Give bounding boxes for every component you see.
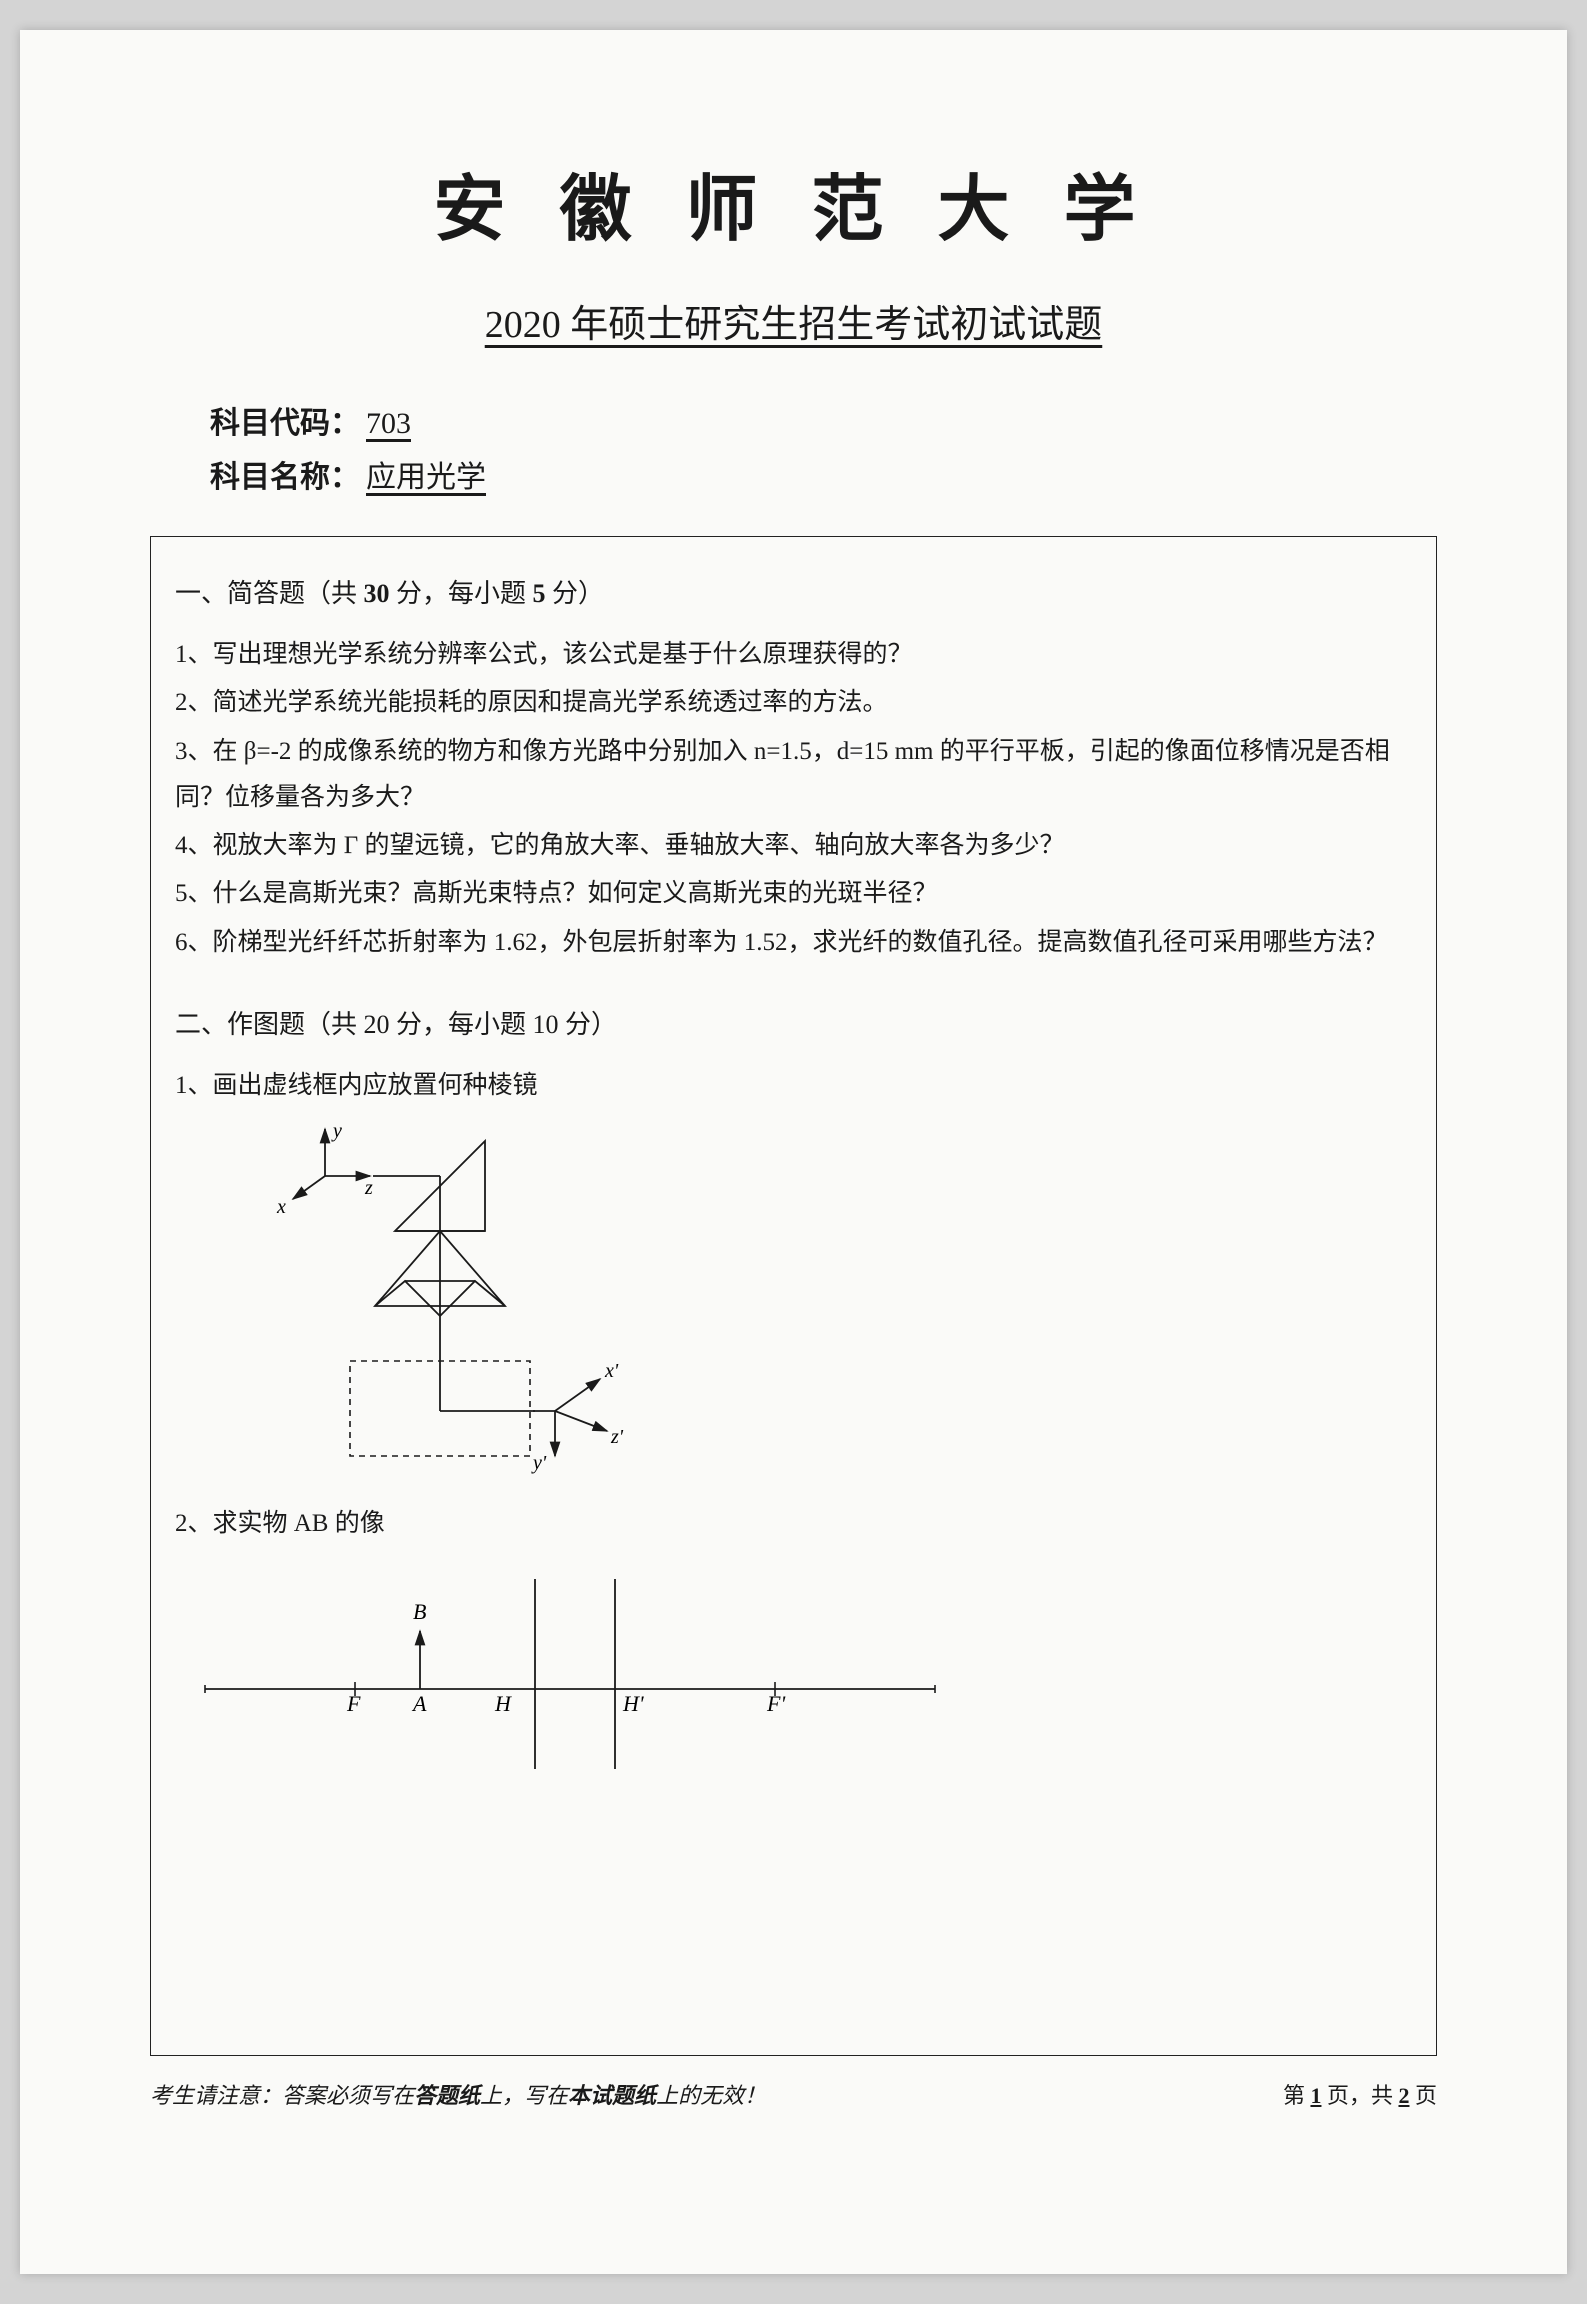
- q1-5: 5、什么是高斯光束？高斯光束特点？如何定义高斯光束的光斑半径？: [175, 871, 1412, 917]
- s1-points: 30: [364, 579, 390, 608]
- q2-2: 2、求实物 AB 的像: [175, 1501, 1412, 1547]
- exam-page: 安 徽 师 范 大 学 2020 年硕士研究生招生考试初试试题 科目代码：703…: [20, 30, 1567, 2274]
- prism-diagram-icon: y z x: [255, 1121, 635, 1481]
- name-label: 科目名称：: [210, 461, 360, 494]
- section-2-header: 二、作图题（共 20 分，每小题 10 分）: [175, 1004, 1412, 1041]
- fn-suffix: 上的无效！: [656, 2083, 766, 2108]
- q2-1: 1、画出虚线框内应放置何种棱镜: [175, 1063, 1412, 1109]
- s1-mid: 分，每小题: [390, 579, 533, 608]
- fn-prefix: 考生请注意：答案必须写在: [150, 2083, 414, 2108]
- s1-each: 5: [533, 579, 546, 608]
- section-1-header: 一、简答题（共 30 分，每小题 5 分）: [175, 573, 1412, 610]
- pg-suffix: 页: [1409, 2083, 1437, 2108]
- axis-zp-label: z': [610, 1426, 624, 1448]
- subject-code-row: 科目代码：703: [210, 398, 1437, 442]
- exam-title: 2020 年硕士研究生招生考试初试试题: [150, 293, 1437, 348]
- s1-prefix: 一、简答题（共: [175, 579, 364, 608]
- axis-y-label: y: [331, 1121, 342, 1142]
- pg-prefix: 第: [1283, 2083, 1311, 2108]
- university-name: 安 徽 师 范 大 学: [150, 150, 1437, 255]
- footer: 考生请注意：答案必须写在答题纸上，写在本试题纸上的无效！ 第 1 页，共 2 页: [150, 2078, 1437, 2110]
- fn-mid: 上，写在: [480, 2083, 568, 2108]
- q1-6: 6、阶梯型光纤纤芯折射率为 1.62，外包层折射率为 1.52，求光纤的数值孔径…: [175, 920, 1412, 966]
- label-Fp: F': [766, 1691, 785, 1716]
- page-number: 第 1 页，共 2 页: [1283, 2078, 1437, 2110]
- code-value: 703: [360, 407, 417, 440]
- q1-2: 2、简述光学系统光能损耗的原因和提高光学系统透过率的方法。: [175, 680, 1412, 726]
- q1-3: 3、在 β=-2 的成像系统的物方和像方光路中分别加入 n=1.5，d=15 m…: [175, 729, 1412, 822]
- q1-4: 4、视放大率为 Γ 的望远镜，它的角放大率、垂轴放大率、轴向放大率各为多少？: [175, 823, 1412, 869]
- diagram-1-prism: y z x: [255, 1121, 1412, 1481]
- label-B: B: [413, 1599, 426, 1624]
- pg-mid: 页，共: [1321, 2083, 1398, 2108]
- pg-cur: 1: [1310, 2083, 1321, 2108]
- axis-yp-label: y': [531, 1452, 547, 1474]
- label-H: H: [494, 1691, 512, 1716]
- label-Hp: H': [622, 1691, 644, 1716]
- subject-name-row: 科目名称：应用光学: [210, 452, 1437, 496]
- footer-notice: 考生请注意：答案必须写在答题纸上，写在本试题纸上的无效！: [150, 2078, 766, 2110]
- s1-suffix: 分）: [546, 579, 605, 608]
- name-value: 应用光学: [360, 461, 492, 494]
- axis-xp-label: x': [604, 1360, 619, 1382]
- axis-z-label: z: [364, 1177, 373, 1199]
- diagram-2-lens: F A B H H' F': [195, 1559, 1412, 1779]
- code-label: 科目代码：: [210, 407, 360, 440]
- fn-em1: 答题纸: [414, 2083, 480, 2108]
- content-box: 一、简答题（共 30 分，每小题 5 分） 1、写出理想光学系统分辨率公式，该公…: [150, 536, 1437, 2056]
- label-F: F: [346, 1691, 361, 1716]
- label-A: A: [411, 1691, 427, 1716]
- lens-diagram-icon: F A B H H' F': [195, 1559, 955, 1779]
- axis-x-label: x: [276, 1196, 286, 1218]
- fn-em2: 本试题纸: [568, 2083, 656, 2108]
- q1-1: 1、写出理想光学系统分辨率公式，该公式是基于什么原理获得的？: [175, 632, 1412, 678]
- subject-meta: 科目代码：703 科目名称：应用光学: [210, 398, 1437, 496]
- pg-total: 2: [1398, 2083, 1409, 2108]
